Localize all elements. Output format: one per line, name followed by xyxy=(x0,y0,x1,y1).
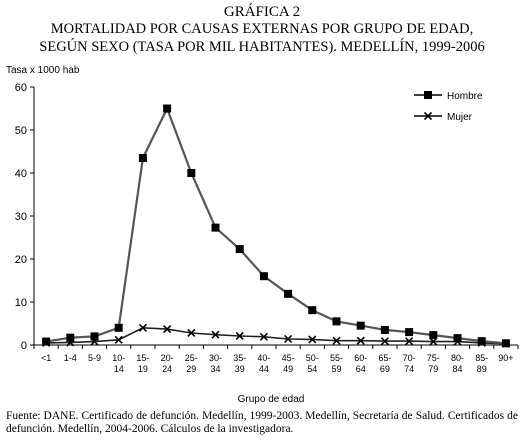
y-axis-label: Tasa x 1000 hab xyxy=(6,65,80,76)
x-tick-label: 30-34 xyxy=(209,353,222,374)
data-point-mujer xyxy=(163,325,172,334)
data-point-hombre xyxy=(235,245,244,254)
x-axis-label: Grupo de edad xyxy=(238,394,305,405)
y-tick-label: 60 xyxy=(15,82,27,94)
y-tick-label: 10 xyxy=(15,297,27,309)
x-tick-label: <1 xyxy=(41,353,51,363)
x-tick-label: 40-44 xyxy=(257,353,270,374)
axes xyxy=(33,87,518,346)
x-axis-ticks: <1 1-4 5-9 10-14 15-19 20-24 25-29 30-34 35-39 40… xyxy=(33,345,519,374)
chart-title-line-1: GRÁFICA 2 xyxy=(223,4,301,20)
data-point-hombre xyxy=(138,153,147,162)
x-tick-label: 15-19 xyxy=(136,353,149,374)
data-point-mujer xyxy=(114,335,123,344)
data-point-mujer xyxy=(211,330,220,339)
x-tick-label: 75-79 xyxy=(427,353,440,374)
data-point-hombre xyxy=(380,325,389,334)
data-point-hombre xyxy=(332,317,341,326)
data-point-hombre xyxy=(114,323,123,332)
data-point-mujer xyxy=(332,336,341,345)
x-tick-label: 5-9 xyxy=(88,353,101,363)
data-point-hombre xyxy=(211,223,220,232)
x-tick-label: 10-14 xyxy=(112,353,125,374)
y-tick-label: 50 xyxy=(15,125,27,137)
legend-label-hombre: Hombre xyxy=(447,91,483,102)
x-tick-label: 85-89 xyxy=(475,353,488,374)
source-note: Fuente: DANE. Certificado de defunción. … xyxy=(6,410,518,435)
data-point-mujer xyxy=(138,323,147,332)
x-tick-label: 60-64 xyxy=(354,353,367,374)
y-tick-label: 30 xyxy=(15,211,27,223)
data-point-hombre xyxy=(187,169,196,177)
legend-marker-mujer xyxy=(423,111,433,121)
line-chart: Tasa x 1000 hab 0 10 20 30 40 50 60 <1 1-4 5-9 10… xyxy=(6,65,519,405)
data-point-hombre xyxy=(163,104,172,113)
legend: Hombre Mujer xyxy=(414,91,483,123)
data-point-hombre xyxy=(42,337,51,346)
x-tick-label: 80-84 xyxy=(451,353,464,374)
legend-marker-hombre xyxy=(424,91,432,99)
y-axis-ticks: 0 10 20 30 40 50 60 xyxy=(15,82,34,352)
data-point-hombre xyxy=(477,337,486,346)
x-tick-label: 45-49 xyxy=(282,353,295,374)
x-tick-label: 50-54 xyxy=(306,353,319,374)
data-point-mujer xyxy=(259,332,268,341)
y-tick-label: 20 xyxy=(15,254,27,266)
x-tick-label: 70-74 xyxy=(403,353,416,374)
data-point-hombre xyxy=(429,331,438,340)
series-group xyxy=(42,104,510,348)
series-line-mujer xyxy=(46,326,506,345)
x-tick-label: 90+ xyxy=(498,353,513,363)
series-line-hombre xyxy=(45,105,506,345)
data-point-hombre xyxy=(405,328,414,337)
x-tick-label: 65-69 xyxy=(378,353,391,374)
legend-label-mujer: Mujer xyxy=(447,112,473,123)
data-point-mujer xyxy=(235,331,244,341)
data-point-hombre xyxy=(356,321,365,330)
data-point-hombre xyxy=(284,289,293,298)
data-point-mujer xyxy=(187,328,196,338)
data-point-hombre xyxy=(501,339,510,348)
data-point-mujer xyxy=(356,336,365,345)
y-tick-label: 40 xyxy=(15,168,27,180)
data-point-mujer xyxy=(405,337,414,346)
data-point-hombre xyxy=(308,306,317,315)
data-point-mujer xyxy=(380,337,389,346)
data-point-mujer xyxy=(284,334,293,344)
data-point-hombre xyxy=(453,334,462,343)
x-tick-label: 55-59 xyxy=(330,353,343,374)
data-point-hombre xyxy=(66,333,75,342)
chart-title-line-3: SEGÚN SEXO (TASA POR MIL HABITANTES). ME… xyxy=(39,39,485,55)
data-point-hombre xyxy=(259,272,268,281)
chart-title-line-2: MORTALIDAD POR CAUSAS EXTERNAS POR GRUPO… xyxy=(50,21,474,37)
data-point-mujer xyxy=(429,337,438,346)
data-point-hombre xyxy=(90,332,99,341)
x-tick-label: 20-24 xyxy=(161,353,174,374)
x-tick-label: 35-39 xyxy=(233,353,246,374)
y-tick-label: 0 xyxy=(21,340,27,352)
x-tick-label: 1-4 xyxy=(64,353,77,363)
x-tick-label: 25-29 xyxy=(185,353,198,374)
data-point-mujer xyxy=(308,335,317,344)
